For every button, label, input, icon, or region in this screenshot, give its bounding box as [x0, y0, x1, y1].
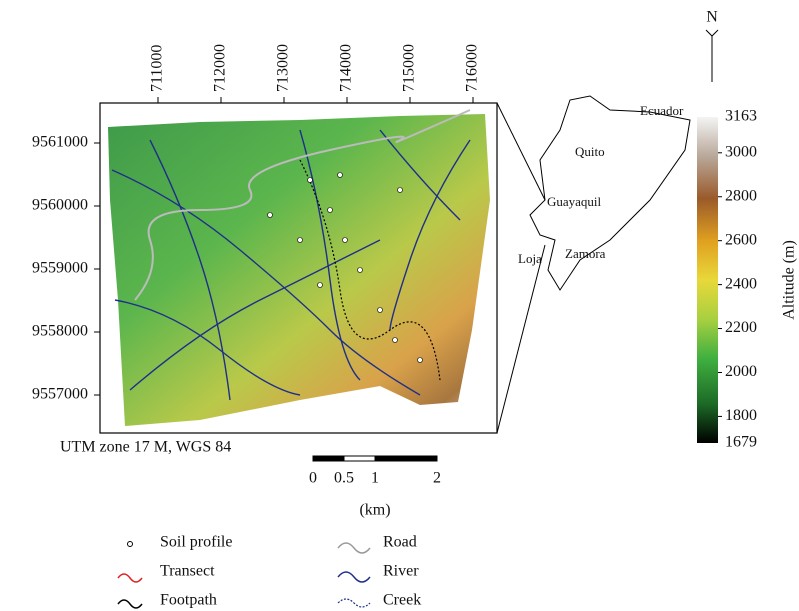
colorbar-label: 1679	[725, 434, 757, 451]
y-tick-label: 9558000	[32, 323, 88, 340]
north-label: N	[706, 9, 718, 26]
colorbar-label: 3163	[725, 108, 757, 125]
colorbar	[697, 117, 718, 443]
scale-label: 0	[309, 470, 317, 487]
legend-label: Transect	[160, 563, 215, 580]
y-tick-label: 9557000	[32, 386, 88, 403]
legend-symbol	[338, 543, 370, 553]
legend-symbol	[338, 572, 370, 582]
y-tick-label: 9561000	[32, 134, 88, 151]
scale-unit: (km)	[359, 502, 390, 519]
y-tick-label: 9560000	[32, 197, 88, 214]
scale-segment	[375, 456, 437, 461]
terrain	[108, 114, 490, 426]
colorbar-label: 1800	[725, 407, 757, 424]
legend-label: Soil profile	[160, 534, 232, 551]
city-label: Guayaquil	[547, 194, 602, 209]
colorbar-title: Altitude (m)	[781, 240, 798, 320]
colorbar-label: 2400	[725, 275, 757, 292]
x-tick-label: 713000	[275, 44, 292, 92]
city-label: Quito	[575, 144, 605, 159]
scale-label: 1	[371, 470, 379, 487]
colorbar-label: 2800	[725, 187, 757, 204]
country-label: Ecuador	[640, 103, 684, 118]
legend-label: River	[383, 563, 419, 580]
x-tick-label: 711000	[149, 45, 166, 92]
scale-segment	[313, 456, 344, 461]
colorbar-label: 2000	[725, 363, 757, 380]
north-arrow	[706, 30, 718, 82]
legend-symbol	[338, 599, 370, 607]
x-tick-label: 712000	[212, 44, 229, 92]
colorbar-label: 2600	[725, 231, 757, 248]
legend-label: Creek	[383, 592, 421, 609]
map-figure: N UTM zone 17 M, WGS 84 (km) Ecuador Qui…	[0, 0, 799, 611]
crs-note: UTM zone 17 M, WGS 84	[60, 439, 231, 456]
legend-label: Footpath	[160, 592, 217, 609]
legend-symbol	[118, 574, 142, 582]
scale-label: 2	[433, 470, 441, 487]
x-tick-label: 715000	[401, 44, 418, 92]
legend-symbol	[118, 600, 142, 608]
scale-segment	[344, 456, 375, 461]
city-label: Loja	[518, 251, 542, 266]
legend-symbol	[128, 542, 133, 547]
scale-label: 0.5	[334, 470, 354, 487]
colorbar-label: 3000	[725, 143, 757, 160]
y-tick-label: 9559000	[32, 260, 88, 277]
legend-label: Road	[383, 534, 417, 551]
colorbar-label: 2200	[725, 319, 757, 336]
x-tick-label: 714000	[338, 44, 355, 92]
x-tick-label: 716000	[464, 44, 481, 92]
city-label: Zamora	[565, 246, 606, 261]
